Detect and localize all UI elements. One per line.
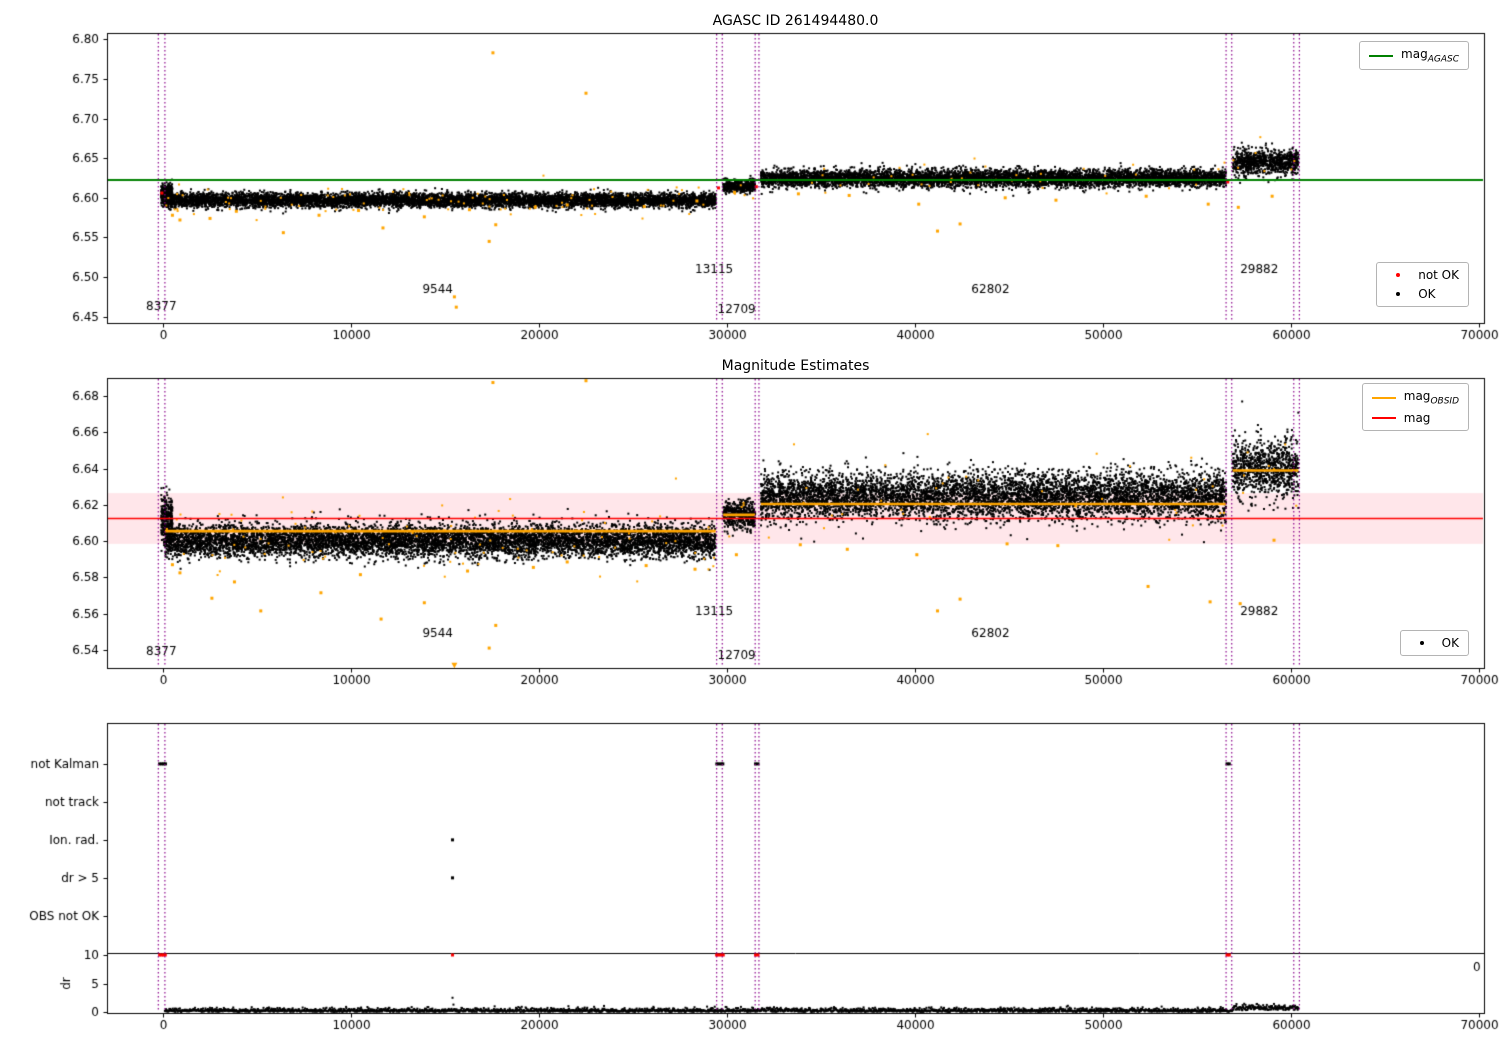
legend-label: OK — [1418, 287, 1436, 301]
legend-line-swatch — [1371, 396, 1396, 399]
legend-label: not OK — [1418, 268, 1459, 282]
legend-ok: OK — [1399, 630, 1469, 656]
plot1-title: AGASC ID 261494480.0 — [712, 13, 879, 29]
legend-label: OK — [1441, 636, 1459, 650]
legend-dot-swatch — [1386, 292, 1410, 296]
plot2-title: Magnitude Estimates — [721, 358, 870, 374]
legend-ok-notok: not OK OK — [1376, 262, 1469, 307]
legend-line-swatch — [1371, 417, 1396, 420]
legend-mag-obsid: magOBSID mag — [1361, 383, 1469, 432]
mag-estimates-plot-canvas — [0, 350, 1500, 700]
legend-dot-swatch — [1386, 273, 1410, 277]
legend-label: mag — [1403, 411, 1431, 426]
legend-entry: magAGASC — [1369, 47, 1459, 64]
legend-label: magOBSID — [1403, 389, 1459, 407]
legend-entry: mag — [1371, 411, 1459, 426]
legend-entry: OK — [1410, 636, 1459, 650]
legend-entry: not OK — [1386, 268, 1459, 282]
legend-dot-swatch — [1410, 641, 1434, 645]
legend-line-swatch — [1369, 54, 1394, 57]
legend-mag-agasc: magAGASC — [1359, 41, 1469, 71]
legend-label: magAGASC — [1401, 47, 1459, 65]
agasc-mag-plot-canvas — [0, 0, 1500, 350]
legend-entry: OK — [1386, 287, 1459, 301]
flags-dr-plot-canvas — [0, 700, 1500, 1050]
legend-entry: magOBSID — [1371, 389, 1459, 407]
